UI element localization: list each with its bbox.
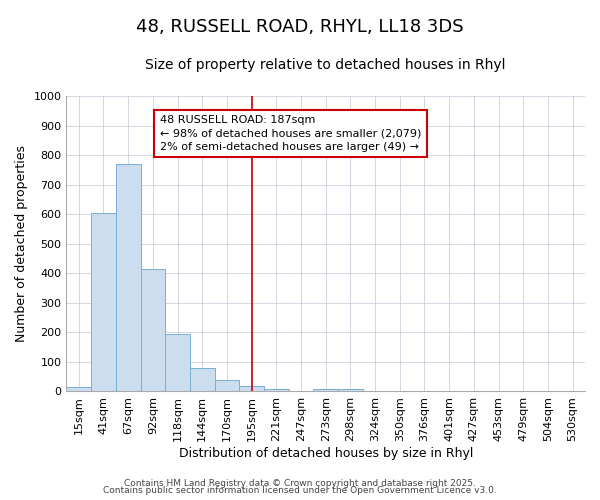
Bar [239, 386, 264, 392]
Bar [190, 368, 215, 392]
Bar [91, 213, 116, 392]
Bar [215, 380, 239, 392]
Bar [264, 388, 289, 392]
Text: Contains public sector information licensed under the Open Government Licence v3: Contains public sector information licen… [103, 486, 497, 495]
Y-axis label: Number of detached properties: Number of detached properties [15, 146, 28, 342]
Title: Size of property relative to detached houses in Rhyl: Size of property relative to detached ho… [145, 58, 506, 71]
Text: Contains HM Land Registry data © Crown copyright and database right 2025.: Contains HM Land Registry data © Crown c… [124, 478, 476, 488]
Bar [67, 387, 91, 392]
Bar [140, 269, 165, 392]
Bar [313, 388, 338, 392]
Text: 48, RUSSELL ROAD, RHYL, LL18 3DS: 48, RUSSELL ROAD, RHYL, LL18 3DS [136, 18, 464, 36]
Bar [165, 334, 190, 392]
Bar [338, 388, 363, 392]
Bar [116, 164, 140, 392]
X-axis label: Distribution of detached houses by size in Rhyl: Distribution of detached houses by size … [179, 447, 473, 460]
Text: 48 RUSSELL ROAD: 187sqm
← 98% of detached houses are smaller (2,079)
2% of semi-: 48 RUSSELL ROAD: 187sqm ← 98% of detache… [160, 116, 421, 152]
